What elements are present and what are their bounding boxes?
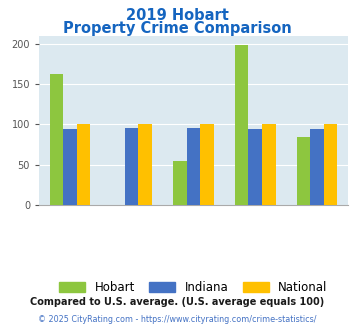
Text: 2019 Hobart: 2019 Hobart bbox=[126, 8, 229, 23]
Legend: Hobart, Indiana, National: Hobart, Indiana, National bbox=[59, 281, 328, 294]
Text: Property Crime Comparison: Property Crime Comparison bbox=[63, 21, 292, 36]
Text: © 2025 CityRating.com - https://www.cityrating.com/crime-statistics/: © 2025 CityRating.com - https://www.city… bbox=[38, 315, 317, 324]
Bar bbox=[50, 74, 63, 205]
Bar bbox=[262, 124, 275, 205]
Bar bbox=[63, 129, 77, 205]
Bar bbox=[173, 161, 187, 205]
Text: Compared to U.S. average. (U.S. average equals 100): Compared to U.S. average. (U.S. average … bbox=[31, 297, 324, 307]
Bar bbox=[187, 128, 200, 205]
Bar bbox=[310, 129, 324, 205]
Bar bbox=[77, 124, 90, 205]
Bar bbox=[235, 45, 248, 205]
Bar bbox=[138, 124, 152, 205]
Bar bbox=[324, 124, 337, 205]
Bar bbox=[200, 124, 214, 205]
Bar bbox=[125, 128, 138, 205]
Bar bbox=[297, 137, 310, 205]
Bar bbox=[248, 129, 262, 205]
